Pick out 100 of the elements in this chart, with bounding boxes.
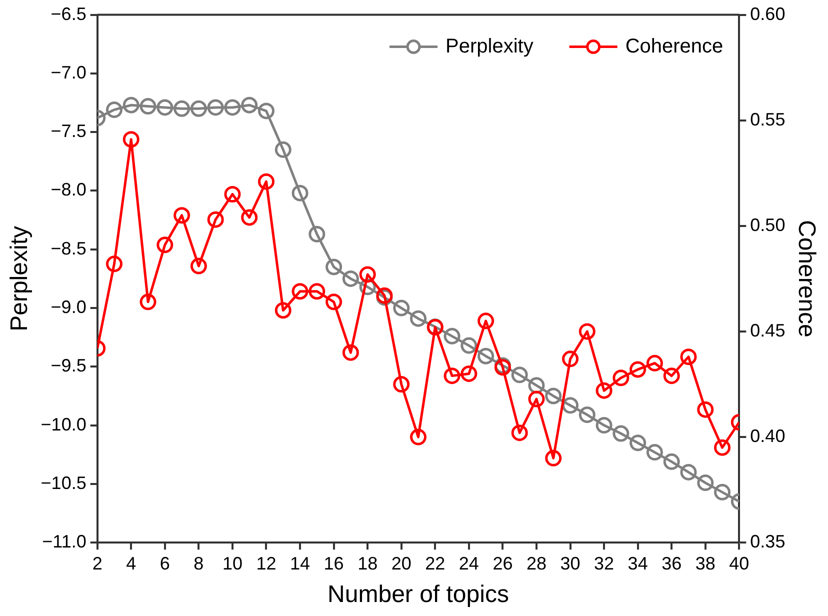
point: [207, 99, 224, 116]
point: [326, 258, 342, 276]
point: [630, 434, 646, 452]
point: [697, 474, 714, 492]
y-tick-label: −9.0: [50, 296, 86, 317]
point: [241, 96, 258, 114]
x-tick-label: 4: [126, 553, 136, 574]
point: [596, 382, 612, 399]
point: [106, 256, 122, 272]
x-axis-title: Number of topics: [328, 581, 509, 608]
point: [122, 96, 140, 114]
x-tick-label: 26: [492, 553, 513, 574]
point: [680, 348, 697, 366]
y-tick-label: −7.5: [50, 121, 86, 142]
legend-label: Coherence: [625, 35, 724, 58]
point: [578, 323, 596, 340]
point: [393, 300, 410, 316]
x-tick-label: 36: [662, 553, 682, 574]
x-tick-label: 22: [425, 553, 446, 574]
x-tick-label: 32: [594, 553, 614, 574]
y2-tick-label: 0.35: [750, 532, 786, 552]
point: [511, 424, 528, 442]
point: [122, 131, 140, 148]
point: [714, 439, 731, 456]
point: [663, 453, 680, 470]
x-tick-label: 24: [458, 553, 479, 574]
point: [342, 270, 359, 287]
point: [292, 283, 308, 300]
point: [460, 365, 478, 382]
point: [156, 99, 174, 116]
point: [393, 376, 410, 393]
point: [646, 354, 663, 372]
x-tick-label: 40: [729, 553, 750, 574]
point: [190, 100, 207, 117]
point: [207, 211, 224, 228]
point: [578, 406, 596, 424]
point: [545, 450, 562, 466]
point: [663, 368, 680, 384]
point: [714, 484, 731, 500]
y-tick-label: −9.5: [50, 356, 86, 376]
x-tick-label: 20: [391, 553, 412, 574]
x-tick-label: 12: [256, 553, 276, 574]
point: [308, 283, 326, 300]
y-tick-label: −10.0: [40, 414, 86, 434]
point: [140, 294, 156, 310]
y2-tick-label: 0.55: [750, 109, 786, 130]
point: [410, 428, 427, 446]
point: [156, 236, 174, 254]
point: [258, 102, 274, 120]
point: [680, 464, 697, 480]
point: [646, 444, 663, 461]
x-tick-label: 38: [695, 553, 716, 574]
point: [596, 417, 612, 434]
x-tick-label: 10: [222, 553, 242, 574]
point: [174, 100, 190, 117]
point: [274, 141, 292, 158]
y-tick-label: −8.5: [50, 238, 86, 258]
x-tick-label: 6: [160, 553, 170, 574]
y-tick-label: −7.0: [50, 62, 86, 82]
y-axis-title: Perplexity: [6, 226, 34, 332]
y2-tick-label: 0.40: [750, 426, 786, 446]
y-tick-label: −11.0: [42, 532, 86, 552]
point: [478, 348, 494, 364]
x-tick-label: 14: [290, 553, 310, 574]
legend-label: Perplexity: [446, 35, 534, 58]
x-tick-label: 8: [194, 553, 204, 574]
point: [410, 310, 427, 327]
x-tick-label: 18: [358, 553, 378, 574]
point: [545, 388, 562, 404]
point: [562, 350, 579, 368]
point: [292, 184, 308, 202]
x-tick-label: 16: [324, 553, 344, 574]
y-tick-label: −6.5: [50, 4, 86, 24]
x-tick-label: 2: [92, 553, 102, 574]
point: [258, 173, 274, 190]
y2-tick-label: 0.45: [750, 320, 786, 340]
point: [478, 312, 494, 330]
point: [190, 258, 207, 274]
x-tick-label: 34: [628, 553, 648, 574]
point: [444, 328, 460, 344]
point: [612, 425, 630, 442]
y-tick-label: −10.5: [40, 472, 86, 493]
point: [528, 390, 545, 408]
point: [697, 401, 714, 418]
point: [342, 344, 359, 361]
point: [106, 102, 122, 118]
point: [359, 266, 376, 283]
point: [326, 294, 342, 310]
point: [630, 361, 646, 378]
x-tick-label: 30: [560, 553, 580, 574]
point: [308, 226, 326, 242]
point: [444, 368, 460, 384]
y2-axis-title: Coherence: [792, 220, 820, 338]
point: [274, 302, 292, 319]
point: [241, 209, 258, 226]
point: [174, 207, 190, 224]
point: [224, 99, 241, 116]
point: [460, 337, 478, 354]
point: [612, 370, 630, 386]
y-tick-label: −8.0: [50, 180, 86, 200]
